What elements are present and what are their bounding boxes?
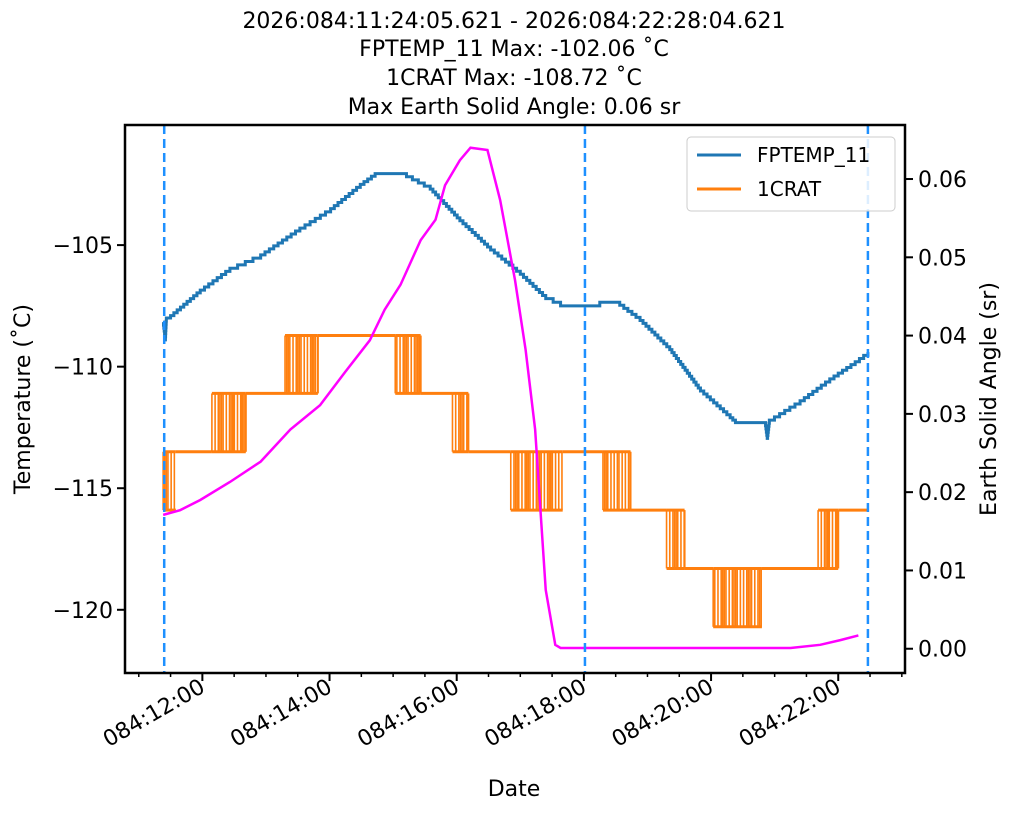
y-axis-left-label: Temperature (˚C) xyxy=(11,304,36,495)
x-tick-label: 084:22:00 xyxy=(735,675,845,753)
y-left-tick-label: −110 xyxy=(53,356,113,381)
series-1crat-segment xyxy=(712,566,762,629)
series-fptemp-11-line xyxy=(162,172,870,440)
y-right-tick-label: 0.06 xyxy=(918,168,967,193)
series-earth-solid-angle-line xyxy=(162,146,859,650)
series-1crat-segment xyxy=(394,334,421,395)
title-line-1: 2026:084:11:24:05.621 - 2026:084:22:28:0… xyxy=(242,9,785,34)
y-right-tick-label: 0.00 xyxy=(918,638,967,663)
chart-title: 2026:084:11:24:05.621 - 2026:084:22:28:0… xyxy=(242,9,785,120)
series-1crat-segment xyxy=(451,391,469,454)
title-line-2: FPTEMP_11 Max: -102.06 ˚C xyxy=(359,37,669,62)
plot-area xyxy=(162,125,870,673)
y-right-tick-label: 0.03 xyxy=(918,403,967,428)
y-right-tick-label: 0.02 xyxy=(918,481,967,506)
series-1crat-segment xyxy=(419,335,453,395)
series-1crat-segment xyxy=(284,334,318,395)
plot-frame xyxy=(123,123,907,675)
series-1crat-segment xyxy=(629,451,667,512)
series-1crat-segment xyxy=(467,393,511,454)
y-right-tick-label: 0.05 xyxy=(918,246,967,271)
y-right-tick-label: 0.04 xyxy=(918,325,967,350)
x-tick-label: 084:12:00 xyxy=(99,675,209,753)
y-left-tick-label: −120 xyxy=(53,599,113,624)
y-axis-right-label: Earth Solid Angle (sr) xyxy=(977,282,1002,516)
series-1crat-segment xyxy=(837,508,868,569)
series-1crat-segment xyxy=(683,510,714,570)
series-1crat-segment xyxy=(817,508,839,570)
series-1crat-segment xyxy=(509,450,563,512)
x-tick-label: 084:14:00 xyxy=(226,675,336,753)
series-1crat-segment xyxy=(244,391,286,452)
legend-label-1crat: 1CRAT xyxy=(757,177,822,201)
y-right-tick-label: 0.01 xyxy=(918,559,967,584)
x-axis-label: Date xyxy=(488,777,541,802)
legend: FPTEMP_11 1CRAT xyxy=(686,136,896,212)
series-1crat-segment xyxy=(602,450,631,512)
series-1crat-segment xyxy=(211,391,247,454)
x-tick-label: 084:16:00 xyxy=(354,675,464,753)
title-line-3: 1CRAT Max: -108.72 ˚C xyxy=(386,66,642,91)
series-1crat-segment xyxy=(316,334,396,394)
x-tick-label: 084:20:00 xyxy=(608,675,718,753)
x-tick-label: 084:18:00 xyxy=(481,675,591,753)
y-left-tick-label: −115 xyxy=(53,477,113,502)
title-line-4: Max Earth Solid Angle: 0.06 sr xyxy=(348,95,682,120)
series-1crat-segment xyxy=(665,508,685,570)
y-left-tick-label: −105 xyxy=(53,234,113,259)
legend-label-fptemp-11: FPTEMP_11 xyxy=(757,143,870,167)
